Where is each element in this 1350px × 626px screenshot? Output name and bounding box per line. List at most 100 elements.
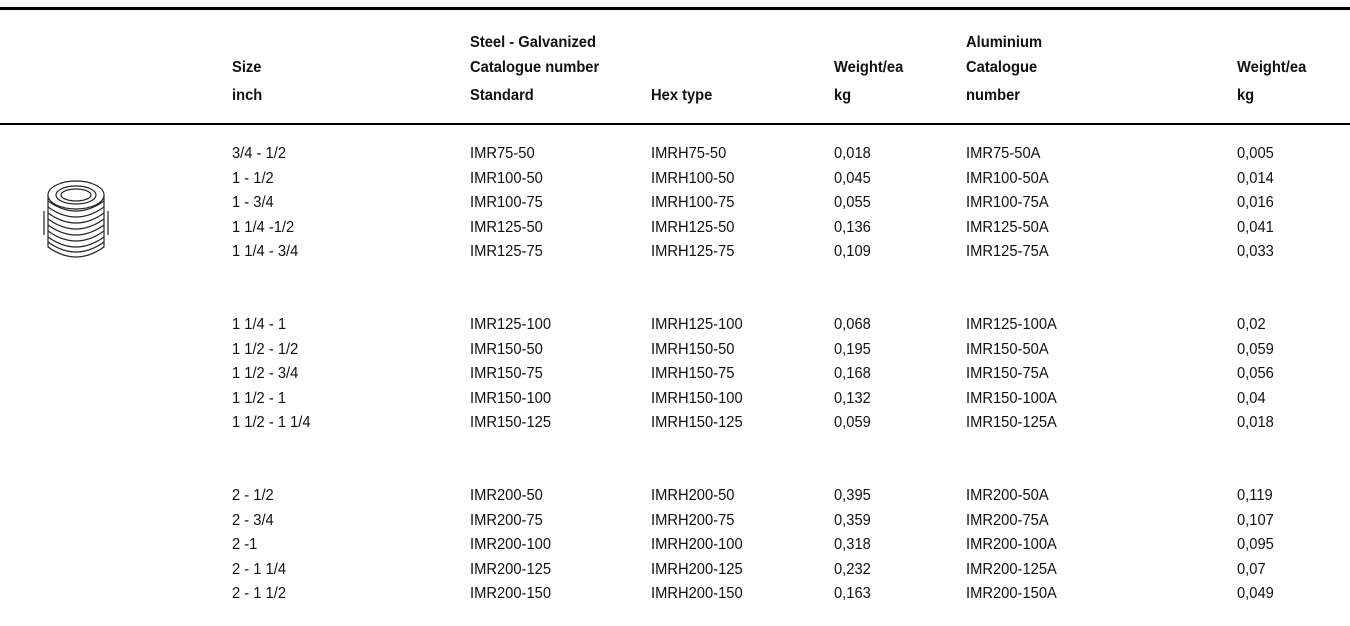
table-cell: 2 - 1/2 xyxy=(232,487,274,504)
table-cell: IMR75-50A xyxy=(966,145,1041,162)
reducer-icon xyxy=(43,180,109,258)
table-cell: IMRH200-100 xyxy=(651,536,743,553)
table-cell: IMR200-125 xyxy=(470,560,552,578)
table-cell: 3/4 - 1/2 xyxy=(232,145,287,162)
table-cell: 0,168 xyxy=(834,365,871,382)
table-cell: IMR200-50A xyxy=(966,487,1049,504)
table-cell: IMR75-50 xyxy=(470,145,535,162)
table-cell: IMR200-75A xyxy=(966,511,1049,529)
header-cell: Catalogue number xyxy=(470,59,600,76)
table-cell: IMRH125-100 xyxy=(651,316,743,333)
table-cell: IMR150-75 xyxy=(470,365,543,382)
table-cell: IMR125-100 xyxy=(470,316,552,333)
table-cell: 2 - 1 1/4 xyxy=(232,560,287,578)
table-cell: 0,059 xyxy=(834,414,871,431)
table-cell: 0,109 xyxy=(834,243,871,260)
table-cell: IMR150-100 xyxy=(470,389,552,407)
table-cell: IMR150-50A xyxy=(966,340,1049,358)
table-cell: IMRH150-100 xyxy=(651,389,743,407)
header-rule xyxy=(0,123,1350,125)
table-cell: 0,02 xyxy=(1237,316,1266,333)
table-cell: 0,016 xyxy=(1237,194,1274,211)
table-cell: IMR200-50 xyxy=(470,487,543,504)
table-cell: IMRH100-75 xyxy=(651,194,735,211)
table-cell: IMRH125-50 xyxy=(651,218,735,236)
table-cell: IMRH200-75 xyxy=(651,511,735,529)
table-cell: IMR150-125 xyxy=(470,414,552,431)
header-cell: Weight/ea xyxy=(1237,59,1307,76)
header-cell: number xyxy=(966,87,1020,104)
table-cell: 0,005 xyxy=(1237,145,1274,162)
table-cell: 0,136 xyxy=(834,218,871,236)
header-cell: Weight/ea xyxy=(834,59,904,76)
table-cell: IMRH200-50 xyxy=(651,487,735,504)
table-cell: 0,018 xyxy=(1237,414,1274,431)
table-cell: 0,018 xyxy=(834,145,871,162)
table-cell: 1 1/4 - 3/4 xyxy=(232,243,299,260)
header-cell: Size xyxy=(232,59,262,76)
table-cell: 2 -1 xyxy=(232,536,258,553)
table-cell: 2 - 1 1/2 xyxy=(232,585,287,602)
table-cell: 0,04 xyxy=(1237,389,1266,407)
table-cell: 1 1/4 -1/2 xyxy=(232,218,295,236)
table-cell: IMR200-125A xyxy=(966,560,1057,578)
table-cell: IMR125-100A xyxy=(966,316,1057,333)
table-cell: IMR100-75 xyxy=(470,194,543,211)
header-cell: kg xyxy=(1237,87,1255,104)
table-cell: IMR200-150A xyxy=(966,585,1057,602)
table-cell: 0,014 xyxy=(1237,169,1274,187)
header-cell: Hex type xyxy=(651,87,713,104)
table-cell: IMR200-75 xyxy=(470,511,543,529)
table-cell: IMR125-50 xyxy=(470,218,543,236)
table-cell: 1 - 1/2 xyxy=(232,169,274,187)
table-cell: IMR200-100 xyxy=(470,536,552,553)
table-cell: IMRH200-125 xyxy=(651,560,743,578)
table-cell: IMR150-75A xyxy=(966,365,1049,382)
table-cell: 0,049 xyxy=(1237,585,1274,602)
table-cell: 0,163 xyxy=(834,585,871,602)
table-cell: 0,055 xyxy=(834,194,871,211)
table-cell: 0,033 xyxy=(1237,243,1274,260)
table-cell: 1 1/2 - 1 xyxy=(232,389,287,407)
table-cell: IMRH150-75 xyxy=(651,365,735,382)
table-cell: 0,107 xyxy=(1237,511,1274,529)
table-cell: 0,318 xyxy=(834,536,871,553)
table-cell: 0,041 xyxy=(1237,218,1274,236)
table-cell: 0,095 xyxy=(1237,536,1274,553)
table-cell: IMR125-50A xyxy=(966,218,1049,236)
table-cell: 1 1/2 - 3/4 xyxy=(232,365,299,382)
header-cell: Steel - Galvanized xyxy=(470,34,596,51)
header-cell: Aluminium xyxy=(966,34,1043,51)
table-cell: 1 1/4 - 1 xyxy=(232,316,287,333)
table-cell: IMR100-50 xyxy=(470,169,543,187)
table-cell: IMRH150-125 xyxy=(651,414,743,431)
table-cell: IMRH100-50 xyxy=(651,169,735,187)
table-cell: IMR200-100A xyxy=(966,536,1057,553)
table-cell: IMRH200-150 xyxy=(651,585,743,602)
table-cell: 0,068 xyxy=(834,316,871,333)
table-cell: 0,395 xyxy=(834,487,871,504)
table-cell: IMRH125-75 xyxy=(651,243,735,260)
table-cell: 2 - 3/4 xyxy=(232,511,274,529)
table-cell: 0,359 xyxy=(834,511,871,529)
table-cell: IMR150-50 xyxy=(470,340,543,358)
table-cell: IMR125-75A xyxy=(966,243,1049,260)
table-cell: 0,195 xyxy=(834,340,871,358)
header-cell: Catalogue xyxy=(966,59,1038,76)
table-cell: 0,132 xyxy=(834,389,871,407)
header-cell: Standard xyxy=(470,87,534,104)
table-cell: 0,045 xyxy=(834,169,871,187)
table-cell: 0,119 xyxy=(1237,487,1273,504)
table-cell: IMR200-150 xyxy=(470,585,552,602)
table-cell: IMR100-50A xyxy=(966,169,1049,187)
table-cell: IMRH150-50 xyxy=(651,340,735,358)
table-cell: IMR100-75A xyxy=(966,194,1049,211)
table-cell: IMRH75-50 xyxy=(651,145,727,162)
table-cell: 0,232 xyxy=(834,560,871,578)
table-cell: IMR150-100A xyxy=(966,389,1057,407)
table-cell: 1 1/2 - 1/2 xyxy=(232,340,299,358)
table-cell: 0,056 xyxy=(1237,365,1274,382)
header-cell: kg xyxy=(834,87,852,104)
table-cell: 0,07 xyxy=(1237,560,1266,578)
